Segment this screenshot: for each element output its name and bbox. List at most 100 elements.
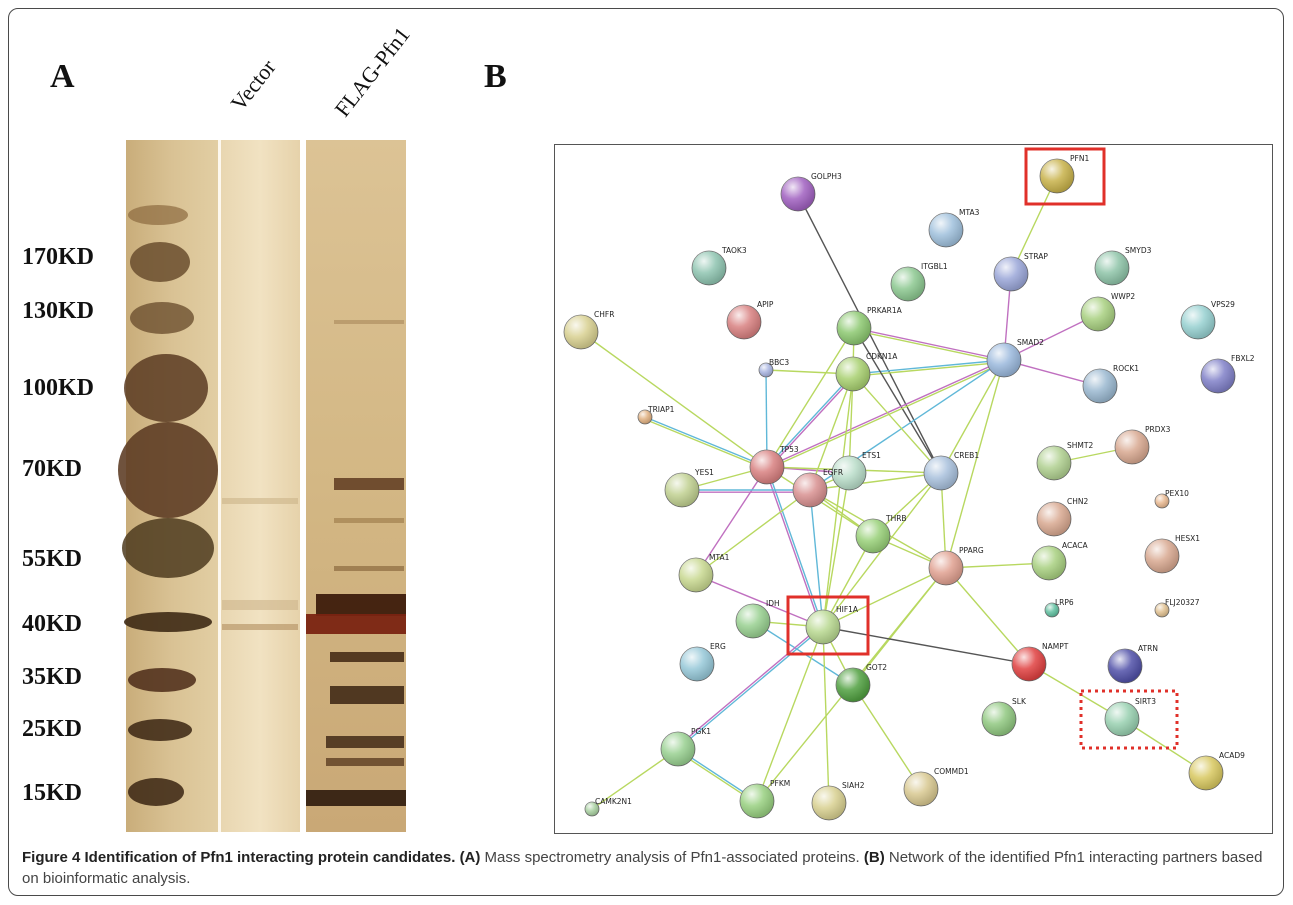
network-edge: [766, 359, 1005, 468]
network-edge: [695, 466, 768, 576]
node-label: PPARG: [959, 546, 984, 555]
node-label: WWP2: [1111, 292, 1135, 301]
node-ets1: ETS1: [831, 451, 881, 491]
network-edge: [766, 327, 855, 468]
node-label: PRDX3: [1145, 425, 1171, 434]
node-label: ITGBL1: [921, 262, 948, 271]
network-panel: PFN1 GOLPH3 MTA3 STRAP SMYD3 TAOK3 ITGBL1 WWP2 V…: [554, 144, 1273, 834]
node-label: ATRN: [1138, 644, 1158, 653]
node-label: THRB: [885, 514, 907, 523]
node-label: PEX10: [1165, 489, 1189, 498]
node-label: CAMK2N1: [595, 797, 632, 806]
node-label: ETS1: [862, 451, 881, 460]
hif1a-highlight-box: [786, 595, 870, 656]
node-label: TAOK3: [721, 246, 747, 255]
node-slk: SLK: [981, 697, 1027, 737]
node-camk2n1: CAMK2N1: [584, 797, 632, 817]
network-edge: [676, 624, 823, 748]
caption-title: Figure 4 Identification of Pfn1 interact…: [22, 849, 456, 866]
network-edge: [822, 626, 1030, 665]
node-label: APIP: [757, 300, 774, 309]
node-label: YES1: [694, 468, 714, 477]
node-flj20327: FLJ20327: [1154, 598, 1200, 618]
network-edge: [853, 361, 1005, 377]
network-edge: [809, 489, 824, 628]
network-edge: [580, 331, 768, 468]
network-edge: [695, 574, 824, 628]
node-label: SMAD2: [1017, 338, 1044, 347]
network-edge: [853, 327, 1005, 361]
caption-tag-a: (A): [459, 849, 481, 866]
caption-text-a: Mass spectrometry analysis of Pfn1-assoc…: [480, 849, 864, 866]
node-prdx3: PRDX3: [1114, 425, 1171, 465]
node-smyd3: SMYD3: [1094, 246, 1152, 286]
network-edge: [643, 418, 767, 470]
node-wwp2: WWP2: [1080, 292, 1135, 332]
network-edge: [809, 472, 942, 491]
node-pfn1: PFN1: [1039, 154, 1089, 194]
marker-25kd: 25KD: [22, 716, 82, 742]
node-cdkn1a: CDKN1A: [835, 352, 898, 392]
node-label: FBXL2: [1231, 354, 1255, 363]
node-label: PRKAR1A: [867, 306, 903, 315]
network-edge: [822, 472, 850, 628]
network-edge: [822, 373, 854, 628]
node-label: MTA3: [959, 208, 980, 217]
node-fbxl2: FBXL2: [1200, 354, 1255, 394]
network-graph: PFN1 GOLPH3 MTA3 STRAP SMYD3 TAOK3 ITGBL1 WWP2 V…: [563, 147, 1255, 821]
node-label: SIAH2: [842, 781, 865, 790]
node-label: COMMD1: [934, 767, 969, 776]
node-taok3: TAOK3: [691, 246, 747, 286]
network-edge: [852, 359, 1005, 375]
node-vps29: VPS29: [1180, 300, 1235, 340]
node-commd1: COMMD1: [903, 767, 969, 807]
node-label: HESX1: [1175, 534, 1200, 543]
node-label: SIRT3: [1135, 697, 1156, 706]
node-pfkm: PFKM: [739, 779, 790, 819]
network-edge: [852, 373, 942, 474]
node-creb1: CREB1: [923, 451, 979, 491]
node-prkar1a: PRKAR1A: [836, 306, 903, 346]
node-label: EGFR: [823, 468, 843, 477]
node-label: TRIAP1: [647, 405, 675, 414]
network-edge: [853, 329, 1004, 363]
node-label: SMYD3: [1125, 246, 1152, 255]
node-label: VPS29: [1211, 300, 1235, 309]
node-nampt: NAMPT: [1011, 642, 1069, 682]
node-label: CHFR: [594, 310, 614, 319]
node-itgbl1: ITGBL1: [890, 262, 948, 302]
pfn1-highlight-box: [1024, 147, 1106, 206]
node-chn2: CHN2: [1036, 497, 1088, 537]
gel-image: [118, 140, 406, 832]
marker-100kd: 100KD: [22, 375, 94, 401]
network-edge: [768, 375, 856, 469]
marker-170kd: 170KD: [22, 244, 94, 270]
network-edge: [591, 748, 679, 810]
node-label: FLJ20327: [1165, 598, 1200, 607]
node-hif1a: HIF1A: [805, 605, 859, 645]
node-siah2: SIAH2: [811, 781, 865, 821]
node-yes1: YES1: [664, 468, 714, 508]
panel-b-letter: B: [484, 58, 507, 95]
node-mta1: MTA1: [678, 553, 730, 593]
node-label: GOLPH3: [811, 172, 842, 181]
figure-caption: Figure 4 Identification of Pfn1 interact…: [22, 847, 1272, 889]
node-tp53: TP53: [749, 445, 799, 485]
node-got2: GOT2: [835, 663, 887, 703]
node-bbc3: BBC3: [758, 358, 789, 378]
network-edge: [822, 626, 830, 804]
network-edge: [1003, 313, 1099, 361]
marker-35kd: 35KD: [22, 664, 82, 690]
node-label: STRAP: [1024, 252, 1048, 261]
node-label: SLK: [1012, 697, 1027, 706]
node-label: CREB1: [954, 451, 979, 460]
node-label: LRP6: [1055, 598, 1074, 607]
node-label: SHMT2: [1067, 441, 1093, 450]
node-sirt3: SIRT3: [1104, 697, 1156, 737]
node-pparg: PPARG: [928, 546, 984, 586]
panel-a-letter: A: [50, 58, 75, 95]
node-mta3: MTA3: [928, 208, 980, 248]
node-label: ACACA: [1062, 541, 1088, 550]
node-label: CDKN1A: [866, 352, 898, 361]
network-edge: [644, 416, 768, 468]
